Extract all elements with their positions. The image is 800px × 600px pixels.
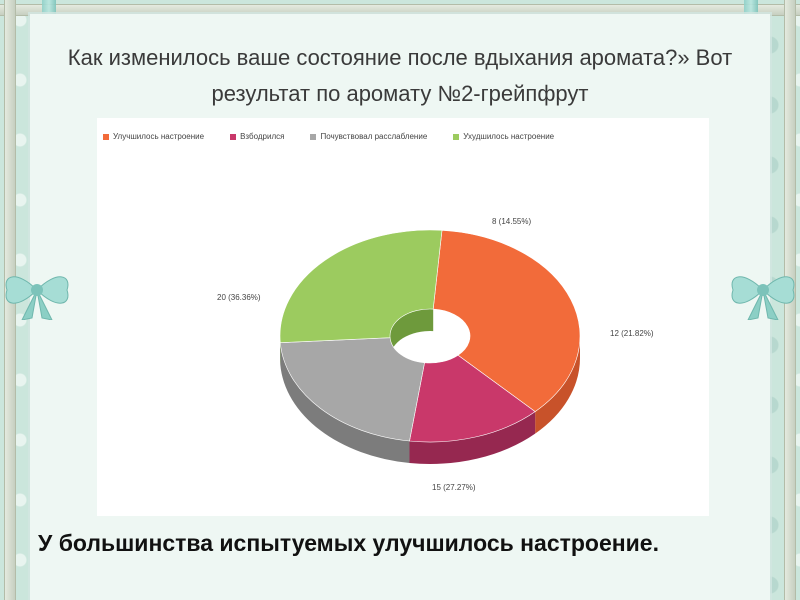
donut-chart: 20 (36.36%) 8 (14.55%) 12 (21.82%) 15 (27.2… [217,217,654,492]
chart-area: Улучшилось настроение Взбодрился Почувство… [97,118,709,516]
slice-0 [432,230,581,412]
slice-1 [409,354,536,443]
legend-label: Взбодрился [240,132,285,141]
legend-swatch [230,133,237,140]
chart-legend: Улучшилось настроение Взбодрился Почувство… [103,132,554,141]
bow-left-icon [5,276,69,320]
data-label: 20 (36.36%) [217,293,261,302]
data-label: 12 (21.82%) [610,329,654,338]
slice-side-wall [535,336,580,434]
data-label: 15 (27.27%) [432,483,476,492]
legend-label: Почувствовал расслабление [320,132,428,141]
slice-2 [279,337,425,442]
legend-label: Ухудшилось настроение [463,132,555,141]
legend-item: Ухудшилось настроение [453,132,554,141]
legend-swatch [103,133,109,140]
slice-side-wall [280,342,410,464]
legend-item: Улучшилось настроение [103,132,204,141]
conclusion-text: У большинства испытуемых улучшилось наст… [38,530,659,556]
legend-label: Улучшилось настроение [113,132,205,141]
legend-swatch [453,133,460,140]
legend-item: Взбодрился [230,132,284,141]
data-label: 8 (14.55%) [492,217,531,226]
bow-right-icon [731,276,795,320]
slice-3 [279,229,443,343]
slide-title: Как изменилось ваше состояние после вдых… [67,45,733,106]
legend-swatch [310,133,317,140]
slice-inner-wall [390,309,434,358]
legend-item: Почувствовал расслабление [310,132,427,141]
